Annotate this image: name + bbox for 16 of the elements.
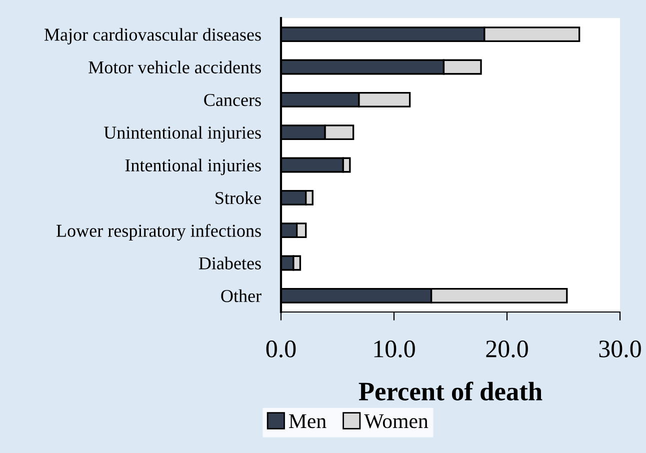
y-tick-label: Other	[221, 289, 262, 302]
y-tick-label: Stroke	[216, 191, 261, 204]
y-tick-label: Motor vehicle accidents	[88, 60, 261, 74]
x-axis-title: Percent of death	[358, 382, 542, 400]
x-tick-label: 20.0	[486, 340, 528, 358]
y-tick-label: Lower respiratory infections	[56, 224, 261, 241]
y-tick-label: Unintentional injuries	[104, 126, 261, 142]
x-tick-label: 30.0	[599, 340, 641, 358]
y-tick-label: Diabetes	[198, 256, 261, 270]
x-tick-label: 0.0	[266, 340, 296, 358]
legend-label: Men	[289, 414, 326, 428]
y-tick-label: Major cardiovascular diseases	[44, 28, 261, 44]
legend-label: Women	[364, 414, 428, 428]
y-tick-label: Cancers	[204, 94, 261, 106]
x-tick-label: 10.0	[374, 340, 415, 358]
y-tick-label: Intentional injuries	[125, 158, 261, 176]
